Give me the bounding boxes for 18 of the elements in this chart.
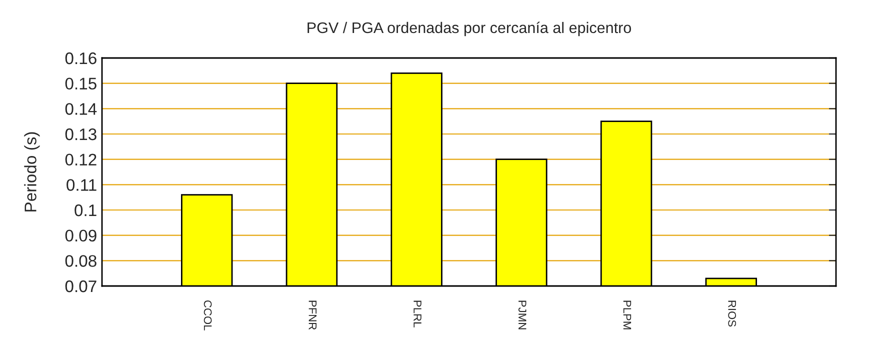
y-tick-label: 0.08 bbox=[65, 255, 96, 267]
y-tick-label: 0.16 bbox=[65, 52, 96, 64]
x-tick-label: PLRL bbox=[414, 300, 422, 328]
y-tick-label: 0.15 bbox=[65, 78, 96, 90]
x-tick-label: PLPM bbox=[623, 300, 632, 330]
y-axis-title: Periodo (s) bbox=[24, 132, 40, 212]
y-tick-label: 0.13 bbox=[65, 128, 96, 140]
y-tick-label: 0.07 bbox=[65, 280, 96, 292]
x-tick-label: CCOL bbox=[204, 300, 212, 330]
y-tick-label: 0.11 bbox=[66, 179, 96, 191]
y-tick-label: 0.1 bbox=[74, 204, 96, 216]
x-tick-label: RIOS bbox=[728, 300, 736, 327]
y-tick-label: 0.09 bbox=[65, 230, 96, 242]
y-tick-label: 0.14 bbox=[65, 103, 97, 115]
x-tick-label: PFNR bbox=[308, 300, 316, 330]
x-tick-label: PJMN bbox=[518, 300, 526, 330]
chart-title: PGV / PGA ordenadas por cercanía al epicentro bbox=[308, 22, 632, 36]
y-tick-label: 0.12 bbox=[65, 154, 96, 166]
